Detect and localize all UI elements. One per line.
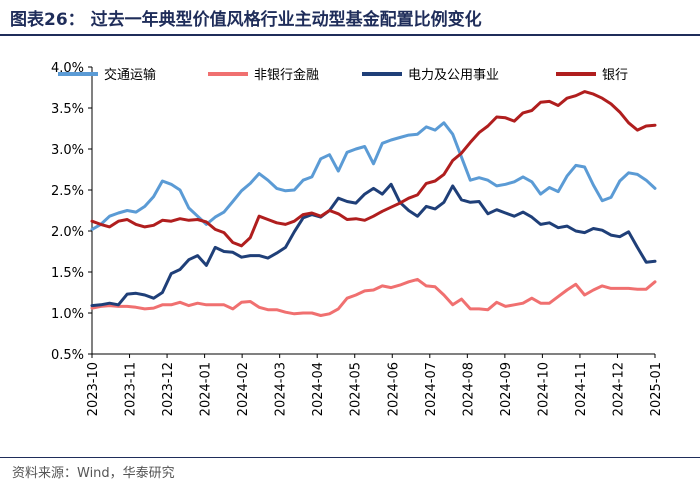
y-tick-label: 0.5% — [51, 348, 84, 363]
legend-label-0: 交通运输 — [104, 67, 156, 83]
x-tick-label: 2024-05 — [349, 362, 364, 416]
chart-title: 图表26： 过去一年典型价值风格行业主动型基金配置比例变化 — [10, 10, 482, 30]
x-tick-label: 2024-02 — [236, 362, 251, 416]
x-tick-label: 2024-09 — [499, 362, 514, 416]
x-tick-label: 2023-11 — [124, 362, 139, 416]
x-tick-label: 2024-06 — [386, 362, 401, 416]
legend-label-2: 电力及公用事业 — [408, 68, 499, 83]
x-tick-label: 2024-07 — [424, 362, 439, 416]
x-tick-label: 2023-10 — [86, 362, 101, 416]
x-tick-label: 2024-08 — [461, 362, 476, 416]
y-axis-ticks: 0.5% 1.0% 1.5% 2.0% 2.5% 3.0% 3.5% 4.0% — [51, 61, 92, 363]
y-tick-label: 4.0% — [51, 61, 84, 76]
x-tick-label: 2025-01 — [649, 362, 664, 416]
legend: 交通运输 非银行金融 电力及公用事业 银行 — [58, 67, 628, 83]
x-tick-label: 2024-01 — [199, 362, 214, 416]
x-axis-ticks: 2023-10 2023-11 2023-12 2024-01 2024-02 2024-… — [86, 354, 664, 416]
x-tick-label: 2023-12 — [161, 362, 176, 416]
legend-label-3: 银行 — [602, 68, 628, 83]
y-tick-label: 3.0% — [51, 143, 84, 158]
series-lines — [90, 90, 657, 317]
axes — [91, 67, 655, 355]
series-line-1 — [90, 277, 657, 317]
series-line-2 — [90, 182, 657, 308]
series-line-3 — [90, 90, 657, 248]
y-tick-label: 2.0% — [51, 225, 84, 240]
series-line-0 — [90, 121, 657, 231]
x-tick-label: 2024-10 — [536, 362, 551, 416]
line-chart: 交通运输 非银行金融 电力及公用事业 银行 0.5% 1.0% 1.5% 2.0% 2.5% 3… — [51, 61, 664, 416]
legend-label-1: 非银行金融 — [254, 67, 319, 83]
x-tick-label: 2024-04 — [311, 362, 326, 416]
y-tick-label: 3.5% — [51, 102, 84, 117]
source-note: 资料来源：Wind，华泰研究 — [12, 466, 175, 481]
x-tick-label: 2024-03 — [274, 362, 289, 416]
y-tick-label: 2.5% — [51, 184, 84, 199]
title-divider — [0, 34, 700, 36]
source-divider — [0, 457, 700, 458]
y-tick-label: 1.0% — [51, 307, 84, 322]
x-tick-label: 2024-11 — [574, 362, 589, 416]
y-tick-label: 1.5% — [51, 266, 84, 281]
x-tick-label: 2024-12 — [611, 362, 626, 416]
